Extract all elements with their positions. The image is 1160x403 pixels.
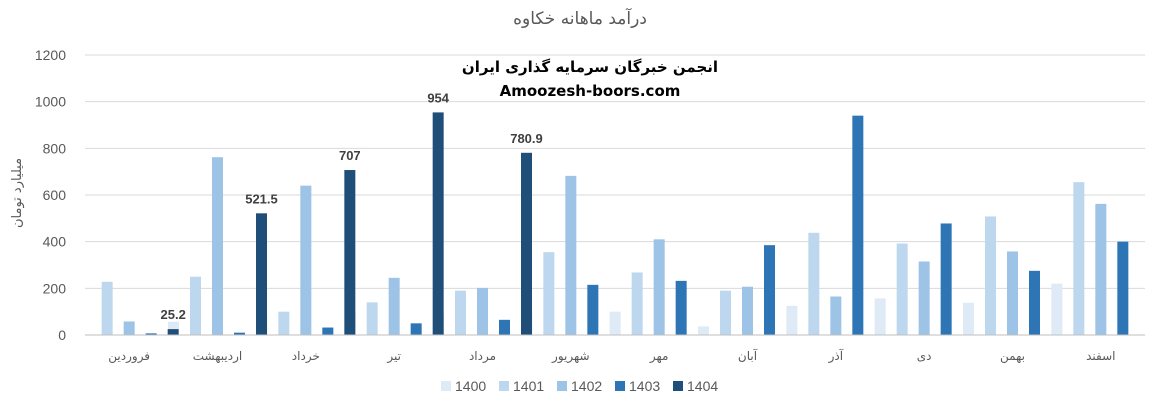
data-label: 521.5 [245,191,278,206]
bar-1402-3 [300,185,312,335]
bar-1400-12 [1051,283,1063,335]
bar-1404-2 [256,213,267,335]
legend-label-1404: 1404 [687,378,718,394]
bar-1401-2 [190,276,201,335]
bar-1403-5 [499,319,510,335]
legend-swatch-1400 [441,381,451,391]
watermark-line-2: Amoozesh-boors.com [500,82,681,100]
bar-1403-7 [675,280,687,335]
legend: 1400 1401 1402 1403 1404 [441,378,718,394]
data-label: 954 [427,90,449,105]
bar-1401-1 [101,281,113,335]
bar-1402-5 [477,287,488,335]
bar-1401-4 [366,302,378,335]
legend-swatch-1402 [557,381,567,391]
x-tick-label: آذر [828,348,844,364]
legend-swatch-1404 [673,381,683,391]
bar-1403-10 [940,223,952,335]
bar-1402-7 [653,239,665,335]
bar-1400-7 [609,311,621,335]
bar-1401-6 [543,252,555,335]
bar-1402-4 [388,277,400,335]
bar-1403-12 [1117,241,1129,335]
data-label: 707 [339,148,361,163]
bar-1402-1 [123,321,135,335]
x-tick-label: بهمن [1000,349,1025,364]
bar-1403-1 [145,333,157,335]
data-labels: 25.2 521.5 707 954 780.9 [161,90,543,322]
bar-1404-5 [521,152,532,335]
x-tick-label: دی [917,349,932,363]
chart-title: درآمد ماهانه خکاوه [513,7,647,29]
x-tick-label: شهریور [551,349,590,364]
legend-swatch-1403 [615,381,625,391]
bar-1400-2 [168,321,179,335]
bar-1402-8 [742,286,753,335]
x-tick-label: فروردین [108,349,150,364]
bar-1401-7 [631,272,643,335]
bar-1403-9 [852,115,864,336]
bar-1402-6 [565,175,577,335]
watermark-line-1: انجمن خبرگان سرمایه گذاری ایران [462,58,718,76]
bar-1403-6 [587,284,599,335]
y-tick-label: 800 [43,140,67,156]
bar-1403-8 [764,245,775,335]
y-tick-label: 600 [43,187,67,203]
bar-1403-2 [234,332,245,335]
y-tick-label: 400 [43,234,67,250]
bar-1400-10 [874,298,886,335]
x-tick-label: تیر [386,349,401,364]
bar-1404-1 [167,329,179,335]
bar-1403-4 [410,323,422,335]
y-tick-label: 1200 [35,47,66,63]
data-label: 780.9 [510,131,543,146]
bar-1402-10 [918,261,930,335]
x-tick-label: اردیبهشت [193,349,242,364]
bar-1403-3 [322,327,334,335]
x-tick-label: آبان [738,348,758,363]
data-label: 25.2 [161,307,186,322]
bar-1403-11 [1029,270,1040,335]
y-tick-label: 1000 [35,94,66,110]
legend-label-1400: 1400 [455,378,486,394]
bar-1401-9 [808,232,820,335]
bar-1401-8 [720,290,731,335]
bar-1401-3 [278,311,290,335]
y-tick-label: 0 [58,327,66,343]
bar-1402-2 [212,157,223,335]
bar-1400-8 [698,326,709,335]
bar-1404-3 [344,170,356,335]
bar-1404-4 [432,112,444,336]
bar-1400-9 [786,305,798,335]
y-tick-label: 200 [43,280,67,296]
legend-swatch-1401 [499,381,509,391]
y-axis-ticks: 0 200 400 600 800 1000 1200 [35,47,66,343]
bar-1402-9 [830,296,842,335]
bar-1402-12 [1095,203,1107,335]
x-tick-label: خرداد [292,349,320,364]
bar-1401-10 [896,243,908,335]
legend-label-1401: 1401 [513,378,544,394]
bar-1400-11 [963,302,974,335]
bar-1401-5 [455,290,466,335]
bar-1402-11 [1007,251,1018,335]
legend-label-1403: 1403 [629,378,660,394]
bar-1401-11 [985,216,996,335]
bars [101,112,1129,336]
x-tick-label: اسفند [1086,349,1115,363]
y-axis-label: میلیارد تومان [10,158,25,228]
bar-1401-12 [1073,182,1085,335]
x-axis-ticks: فروردین اردیبهشت خرداد تیر مرداد شهریور مهر آبا… [108,348,1115,364]
legend-label-1402: 1402 [571,378,602,394]
x-tick-label: مرداد [469,349,496,364]
x-tick-label: مهر [649,349,669,364]
